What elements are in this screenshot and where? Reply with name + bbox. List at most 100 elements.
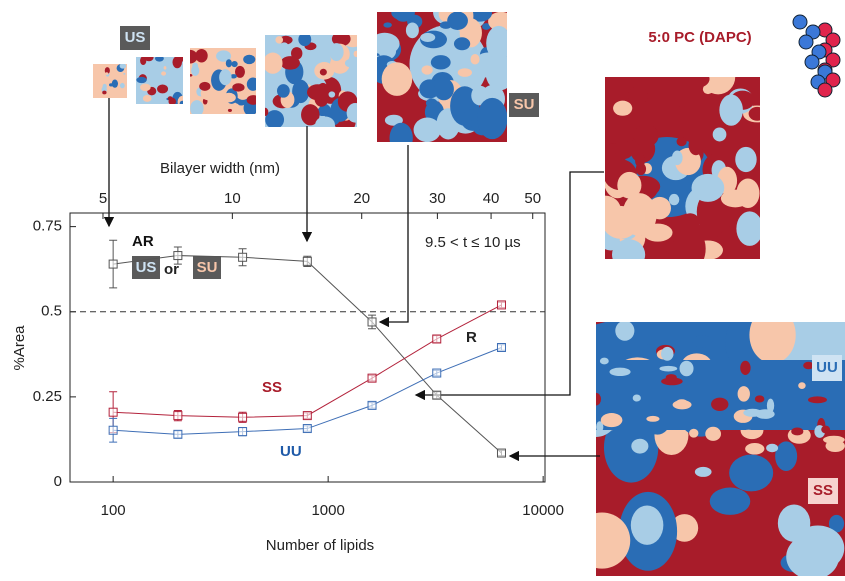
blob <box>735 147 756 172</box>
blob <box>120 83 125 88</box>
blob <box>262 108 268 116</box>
blob <box>755 395 764 402</box>
point <box>109 426 117 434</box>
blob <box>617 172 641 199</box>
point <box>239 413 247 421</box>
blob <box>136 77 146 83</box>
blob <box>742 430 754 436</box>
blob <box>298 33 311 47</box>
blob <box>112 89 118 94</box>
blob <box>740 361 750 375</box>
blob <box>736 211 762 246</box>
point <box>174 412 182 420</box>
point <box>368 401 376 409</box>
blob <box>692 174 725 202</box>
blob <box>420 33 435 42</box>
blob <box>421 65 432 74</box>
blob <box>743 409 762 417</box>
x-tick-label: 10000 <box>522 502 564 519</box>
blob <box>109 83 113 86</box>
molecule-icon <box>793 15 840 97</box>
blob <box>749 307 795 364</box>
point <box>433 391 441 399</box>
blob <box>680 213 700 233</box>
blob <box>231 61 237 67</box>
blob <box>226 59 232 67</box>
x2-tick-label: 20 <box>353 190 370 207</box>
blob <box>232 83 244 91</box>
blob <box>631 439 648 454</box>
blob <box>195 49 207 63</box>
series-label: SS <box>262 379 282 396</box>
blob <box>143 95 152 102</box>
blob <box>766 444 778 453</box>
blob <box>661 347 673 361</box>
point <box>497 449 505 457</box>
blob <box>719 94 743 125</box>
series-label: AR <box>132 233 154 250</box>
point <box>239 253 247 261</box>
atom <box>793 15 807 29</box>
blob <box>669 194 679 205</box>
point <box>368 318 376 326</box>
blob <box>672 151 683 166</box>
blob <box>105 72 108 75</box>
blob <box>329 91 336 97</box>
blob <box>600 358 609 365</box>
x2-tick-label: 50 <box>524 190 541 207</box>
blob <box>112 79 118 87</box>
x2-axis-label: Bilayer width (nm) <box>160 160 280 177</box>
snapshot <box>93 62 127 98</box>
blob <box>615 321 634 341</box>
y-tick-label: 0.25 <box>33 388 62 405</box>
blob <box>161 71 166 75</box>
blob <box>307 84 328 100</box>
blob <box>695 467 712 477</box>
blob <box>370 33 400 55</box>
point <box>303 425 311 433</box>
blob <box>120 63 127 68</box>
plot-frame <box>70 213 545 482</box>
blob <box>164 66 167 69</box>
blob <box>821 426 830 434</box>
blob <box>470 54 479 65</box>
blob <box>689 429 698 438</box>
blob <box>180 101 185 107</box>
blob <box>382 62 413 96</box>
blob <box>609 368 630 376</box>
blob <box>680 361 694 377</box>
blob <box>808 396 827 403</box>
blob <box>351 35 361 42</box>
blob <box>591 393 601 406</box>
blob <box>646 416 659 422</box>
blob <box>613 101 632 116</box>
snapshot <box>367 0 515 153</box>
blob <box>263 53 282 74</box>
point <box>174 430 182 438</box>
x-axis-label: Number of lipids <box>266 537 374 554</box>
blob <box>674 106 690 126</box>
blob <box>199 82 210 91</box>
blob <box>692 335 712 347</box>
point <box>109 260 117 268</box>
blob <box>275 36 283 43</box>
snapshot <box>183 48 261 117</box>
blob <box>713 127 727 141</box>
atom <box>805 55 819 69</box>
y-tick-label: 0 <box>54 473 62 490</box>
blob <box>406 23 419 39</box>
annotation: US <box>136 259 157 276</box>
annotation: SU <box>514 96 535 113</box>
blob <box>601 413 623 427</box>
blob <box>454 37 470 50</box>
blob <box>685 70 710 88</box>
annotation: R <box>466 329 477 346</box>
blob <box>188 74 192 77</box>
x2-tick-label: 5 <box>99 190 107 207</box>
blob <box>123 73 125 75</box>
blob <box>391 5 415 20</box>
blob <box>414 118 441 143</box>
blob <box>228 109 232 112</box>
blob <box>383 22 391 27</box>
blob <box>168 98 176 105</box>
